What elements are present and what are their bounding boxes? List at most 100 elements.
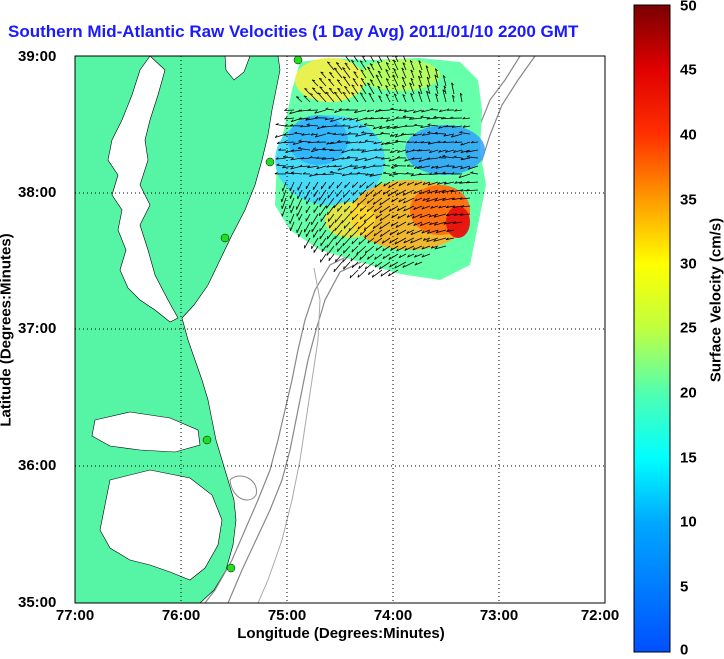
velocity-arrowhead [411,148,415,152]
velocity-arrowhead [343,225,346,229]
velocity-arrow [386,56,391,63]
velocity-arrow [365,189,375,198]
velocity-arrowhead [389,134,393,137]
velocity-arrowhead [396,248,399,252]
velocity-arrow [371,269,383,278]
velocity-arrowhead [453,150,456,153]
velocity-arrow [351,237,359,245]
velocity-arrowhead [398,183,401,187]
velocity-arrowhead [388,256,391,260]
velocity-arrow [414,141,423,144]
velocity-arrowhead [349,117,352,121]
velocity-arrowhead [359,232,362,236]
velocity-arrow [301,133,311,136]
velocity-arrow [326,229,335,240]
velocity-arrow [342,253,351,263]
velocity-arrowhead [368,92,372,95]
velocity-arrowhead [336,79,341,82]
velocity-arrowhead [307,165,310,169]
velocity-arrowhead [422,198,426,201]
velocity-arrow [313,245,319,253]
velocity-arrow [335,253,343,263]
velocity-arrowhead [341,124,345,127]
velocity-arrow [305,181,311,190]
velocity-arrow [466,149,479,153]
velocity-arrowhead [373,241,376,245]
velocity-arrowhead [466,149,469,153]
velocity-arrowhead [443,75,446,78]
velocity-arrowhead [406,182,410,186]
velocity-arrow [395,221,407,228]
velocity-arrowhead [326,131,330,134]
velocity-arrow [359,253,367,260]
velocity-arrow [446,237,455,241]
velocity-arrow [398,109,407,112]
velocity-arrow [349,269,359,279]
velocity-arrow [385,141,399,145]
velocity-arrow [373,125,383,130]
velocity-arrowhead [409,117,412,120]
velocity-arrowhead [358,265,361,269]
velocity-arrowhead [410,92,414,96]
velocity-arrowhead [394,265,397,269]
station-marker [293,56,303,65]
xtick-label: 72:00 [580,607,620,624]
velocity-arrow [465,189,479,192]
velocity-arrow [364,140,375,143]
velocity-arrow [344,205,351,213]
velocity-arrowhead [404,124,408,127]
velocity-arrow [418,70,423,79]
velocity-arrow [401,84,407,95]
velocity-arrow [369,133,383,137]
velocity-arrowhead [316,126,320,130]
velocity-arrow [313,205,319,213]
velocity-arrow [391,197,399,203]
velocity-arrowhead [369,174,373,177]
velocity-arrow [310,133,319,136]
velocity-arrowhead [344,62,348,65]
velocity-arrow [390,109,399,111]
velocity-arrowhead [420,140,424,144]
velocity-arrow [367,253,375,260]
velocity-arrowhead [369,116,373,120]
velocity-arrowhead [462,125,466,128]
velocity-arrowhead [420,115,424,118]
velocity-arrow [313,229,319,238]
velocity-arrowhead [380,131,384,134]
velocity-arrow [406,229,415,234]
velocity-arrowhead [434,222,437,226]
velocity-arrow [383,189,391,195]
velocity-arrowhead [359,60,363,63]
velocity-arrowhead [336,62,340,65]
velocity-arrowhead [443,181,447,185]
velocity-arrow [459,197,471,200]
velocity-arrow [334,221,343,232]
velocity-arrow [460,189,471,192]
colorbar-tick: 5 [680,578,689,596]
velocity-arrowhead [336,193,338,197]
velocity-arrowhead [338,108,342,111]
station-marker [265,157,275,167]
velocity-arrowhead [351,84,355,87]
velocity-arrow [329,221,335,229]
velocity-arrowhead [398,108,402,112]
velocity-arrow [401,76,407,87]
velocity-arrow [360,205,367,212]
velocity-arrowhead [281,188,284,192]
velocity-arrowhead [454,108,458,112]
velocity-arrowhead [360,92,363,95]
velocity-arrowhead [390,223,393,227]
velocity-arrowhead [316,166,320,170]
velocity-arrow [354,157,367,162]
velocity-arrow [320,181,327,190]
velocity-arrow [396,229,407,236]
velocity-arrowhead [397,150,400,153]
velocity-arrow [385,85,391,95]
velocity-arrowhead [358,125,362,128]
velocity-arrow [409,60,415,71]
velocity-arrow [390,221,399,227]
velocity-arrowhead [365,194,368,198]
velocity-arrow [426,90,431,103]
velocity-arrowhead [337,139,341,142]
velocity-arrowhead [443,133,447,137]
